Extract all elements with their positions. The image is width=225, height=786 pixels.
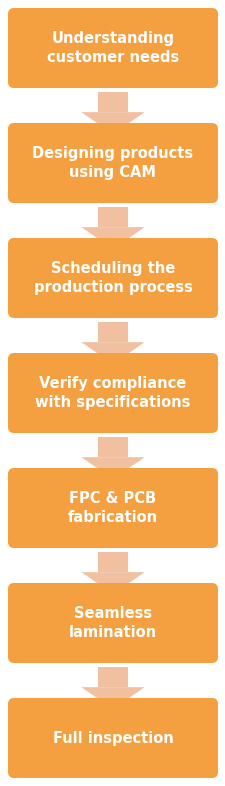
FancyBboxPatch shape <box>8 468 217 548</box>
FancyBboxPatch shape <box>98 92 127 112</box>
Text: Verify compliance
with specifications: Verify compliance with specifications <box>35 376 190 410</box>
Polygon shape <box>81 227 144 249</box>
FancyBboxPatch shape <box>98 552 127 572</box>
FancyBboxPatch shape <box>8 8 217 88</box>
Text: Designing products
using CAM: Designing products using CAM <box>32 146 193 180</box>
Text: FPC & PCB
fabrication: FPC & PCB fabrication <box>68 491 157 525</box>
Polygon shape <box>81 342 144 364</box>
FancyBboxPatch shape <box>8 123 217 203</box>
Polygon shape <box>81 572 144 594</box>
Polygon shape <box>81 112 144 134</box>
FancyBboxPatch shape <box>8 353 217 433</box>
FancyBboxPatch shape <box>98 437 127 457</box>
FancyBboxPatch shape <box>98 207 127 227</box>
Polygon shape <box>81 687 144 709</box>
Polygon shape <box>81 457 144 479</box>
FancyBboxPatch shape <box>8 583 217 663</box>
FancyBboxPatch shape <box>98 667 127 687</box>
Text: Scheduling the
production process: Scheduling the production process <box>34 261 191 295</box>
FancyBboxPatch shape <box>98 322 127 342</box>
FancyBboxPatch shape <box>8 238 217 318</box>
Text: Full inspection: Full inspection <box>52 730 173 745</box>
Text: Seamless
lamination: Seamless lamination <box>69 606 156 640</box>
Text: Understanding
customer needs: Understanding customer needs <box>47 31 178 65</box>
FancyBboxPatch shape <box>8 698 217 778</box>
